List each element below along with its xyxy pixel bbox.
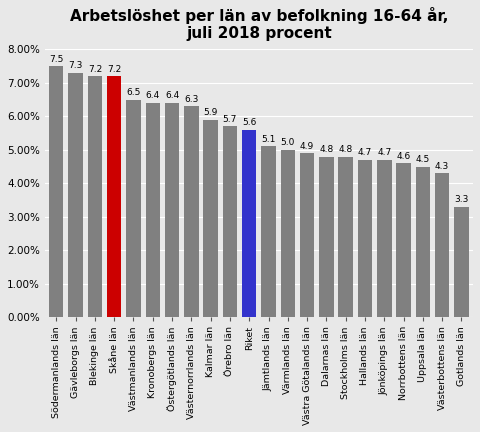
Bar xyxy=(242,130,256,317)
Bar xyxy=(223,127,237,317)
Bar xyxy=(68,73,83,317)
Text: 5.1: 5.1 xyxy=(261,135,276,144)
Bar xyxy=(204,120,218,317)
Bar xyxy=(165,103,179,317)
Text: 4.5: 4.5 xyxy=(416,155,430,164)
Text: 5.0: 5.0 xyxy=(281,138,295,147)
Bar xyxy=(435,173,449,317)
Text: 4.9: 4.9 xyxy=(300,142,314,150)
Bar xyxy=(454,207,468,317)
Bar xyxy=(358,160,372,317)
Text: 4.8: 4.8 xyxy=(338,145,353,154)
Text: 4.7: 4.7 xyxy=(358,148,372,157)
Bar xyxy=(145,103,160,317)
Text: 5.9: 5.9 xyxy=(204,108,218,117)
Text: 5.6: 5.6 xyxy=(242,118,256,127)
Bar xyxy=(49,66,63,317)
Text: 7.5: 7.5 xyxy=(49,54,63,64)
Text: 6.5: 6.5 xyxy=(126,88,141,97)
Bar xyxy=(319,156,334,317)
Bar xyxy=(126,100,141,317)
Text: 7.2: 7.2 xyxy=(88,64,102,73)
Text: 4.3: 4.3 xyxy=(435,162,449,171)
Text: 3.3: 3.3 xyxy=(454,195,468,204)
Bar xyxy=(338,156,353,317)
Text: 4.7: 4.7 xyxy=(377,148,391,157)
Text: 6.4: 6.4 xyxy=(165,91,179,100)
Bar xyxy=(396,163,411,317)
Bar xyxy=(107,76,121,317)
Bar xyxy=(281,150,295,317)
Bar xyxy=(377,160,392,317)
Text: 4.8: 4.8 xyxy=(319,145,334,154)
Bar xyxy=(416,167,430,317)
Bar xyxy=(300,153,314,317)
Bar xyxy=(184,106,199,317)
Bar xyxy=(88,76,102,317)
Text: 7.3: 7.3 xyxy=(68,61,83,70)
Text: 7.2: 7.2 xyxy=(107,64,121,73)
Bar xyxy=(261,146,276,317)
Text: 6.4: 6.4 xyxy=(145,91,160,100)
Text: 4.6: 4.6 xyxy=(396,152,411,161)
Title: Arbetslöshet per län av befolkning 16-64 år,
juli 2018 procent: Arbetslöshet per län av befolkning 16-64… xyxy=(70,7,448,41)
Text: 5.7: 5.7 xyxy=(223,115,237,124)
Text: 6.3: 6.3 xyxy=(184,95,199,104)
